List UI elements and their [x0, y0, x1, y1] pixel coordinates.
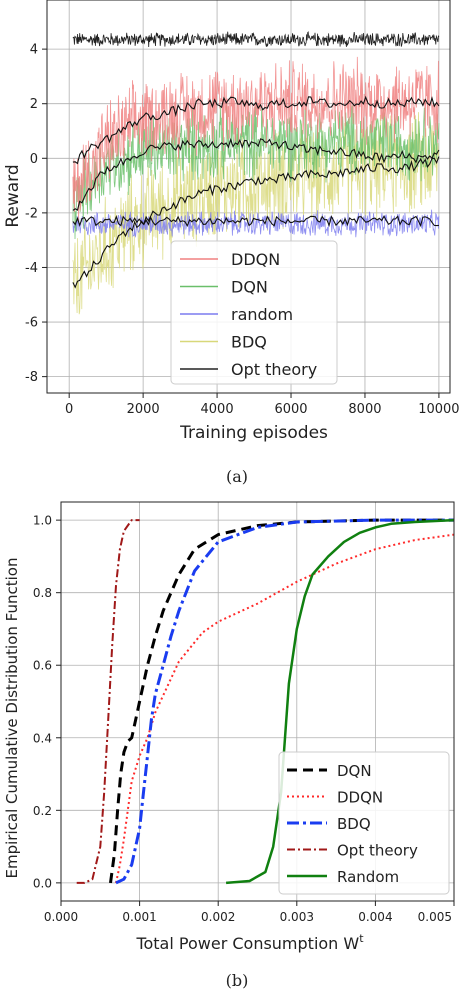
- cdf-series-dqn: [109, 518, 454, 884]
- series-raw-opt-theory: [72, 31, 440, 48]
- chart-a-frame: [46, 0, 451, 394]
- legend-a-label-random: random: [231, 305, 293, 324]
- legend-b-label-random: Random: [337, 868, 399, 886]
- cdf-series-ddqn: [115, 533, 454, 884]
- chart-b-legend-box: [278, 751, 450, 895]
- chart-a-xtick-label: 0: [65, 402, 73, 417]
- series-smoothed-dqn: [72, 137, 440, 211]
- legend-a-label-opt-theory: Opt theory: [231, 360, 317, 379]
- chart-a-xtick-label: 8000: [348, 402, 381, 417]
- chart-b-ylabel: Empirical Cumulative Distribution Functi…: [3, 558, 21, 879]
- legend-a-label-dqn: DQN: [231, 278, 268, 297]
- legend-a-label-bdq: BDQ: [231, 333, 267, 352]
- chart-a-xtick-label: 10000: [418, 402, 459, 417]
- chart-b: 0.000 0.001 0.002 0.003 0.004 0.005 0.0 0.2 0.4 0…: [3, 501, 455, 990]
- chart-a-xtick-label: 2000: [127, 402, 160, 417]
- chart-b-ytick-label: 0.6: [33, 659, 52, 673]
- chart-b-ytick-label: 0.2: [33, 804, 52, 818]
- cdf-series-bdq: [115, 518, 454, 885]
- series-raw-bdq: [72, 112, 440, 315]
- legend-b-label-ddqn: DDQN: [337, 789, 383, 807]
- chart-a-ytick-label: 0: [30, 152, 38, 167]
- cdf-series-opt-theory: [76, 519, 140, 884]
- chart-b-xtick-label: 0.001: [122, 910, 156, 924]
- chart-a-axes: 0 2000 4000 6000 8000 10000 -8 -6 -4 -2 0 2 4: [25, 43, 460, 417]
- chart-a-xtick-label: 4000: [201, 402, 234, 417]
- chart-b-ytick-label: 1.0: [33, 514, 52, 528]
- chart-a-xlabel: Training episodes: [179, 423, 328, 443]
- chart-b-xtick-label: 0.005: [418, 910, 452, 924]
- series-raw-ddqn: [72, 56, 440, 222]
- chart-a-caption: (a): [226, 467, 248, 486]
- chart-b-axes: 0.000 0.001 0.002 0.003 0.004 0.005 0.0 0.2 0.4 0…: [33, 514, 455, 924]
- chart-a-ylabel: Reward: [3, 164, 23, 227]
- chart-a-ytick-label: 4: [30, 43, 38, 58]
- chart-a-ytick-label: 2: [30, 97, 38, 112]
- chart-b-legend: DQN DDQN BDQ Opt theory Random: [278, 751, 450, 895]
- chart-b-xtick-label: 0.004: [358, 910, 392, 924]
- chart-b-caption: (b): [226, 971, 249, 990]
- chart-b-xtick-label: 0.003: [280, 910, 314, 924]
- chart-a-xtick-label: 6000: [274, 402, 307, 417]
- chart-b-ytick-label: 0.8: [33, 586, 52, 600]
- legend-b-label-dqn: DQN: [337, 762, 372, 780]
- series-raw-random: [72, 209, 440, 238]
- chart-b-ytick-label: 0.4: [33, 731, 52, 745]
- series-raw-dqn: [72, 103, 440, 240]
- chart-a-ytick-label: -2: [25, 206, 38, 221]
- chart-a-ytick-label: -8: [25, 370, 38, 385]
- chart-a-legend-box: [170, 240, 338, 385]
- chart-a-plot-area: [72, 31, 440, 315]
- chart-b-ytick-label: 0.0: [33, 876, 52, 890]
- cdf-series-random: [225, 518, 454, 885]
- chart-a-ytick-label: -4: [25, 261, 38, 276]
- chart-a-ytick-label: -6: [25, 316, 38, 331]
- chart-b-plot-area: [76, 518, 454, 885]
- chart-a: 0 2000 4000 6000 8000 10000 -8 -6 -4 -2 0 2 4 Traini…: [3, 0, 460, 486]
- chart-b-xtick-label: 0.002: [201, 910, 235, 924]
- chart-a-legend: DDQN DQN random BDQ Opt theory: [170, 240, 338, 385]
- chart-b-frame: [60, 501, 455, 902]
- legend-b-label-bdq: BDQ: [337, 815, 371, 833]
- chart-b-xtick-label: 0.000: [44, 910, 78, 924]
- chart-b-xlabel: Total Power Consumption Wt: [135, 932, 364, 953]
- legend-a-label-ddqn: DDQN: [231, 250, 280, 269]
- legend-b-label-opt-theory: Opt theory: [337, 842, 418, 860]
- series-smoothed-ddqn: [72, 95, 440, 165]
- series-smoothed-bdq: [72, 156, 440, 289]
- series-smoothed-random: [72, 215, 439, 228]
